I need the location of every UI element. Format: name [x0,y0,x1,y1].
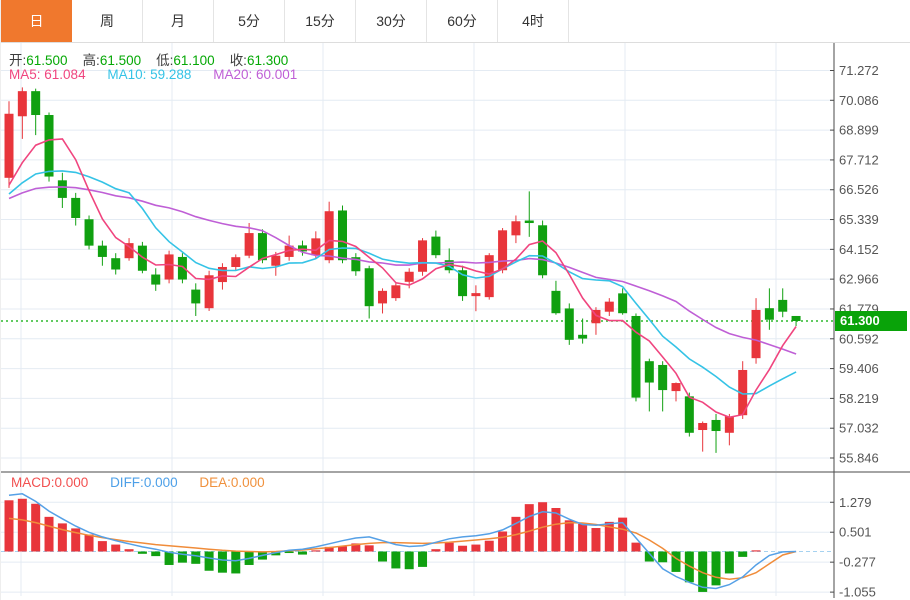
ohlc-readout: 开:61.500 高:61.500 低:61.100 收:61.300 [9,49,303,69]
high-value: 61.500 [99,53,142,68]
svg-text:58.219: 58.219 [839,391,879,406]
candles-layer [4,87,801,453]
timeframe-tabbar: 日 周 月 5分 15分 30分 60分 4时 [1,0,910,43]
svg-text:70.086: 70.086 [839,93,879,108]
gridlines [1,42,834,596]
macd-histogram [1,498,834,592]
tab-5min[interactable]: 5分 [214,0,285,42]
macd-readout: MACD:0.000 DIFF:0.000 DEA:0.000 [11,475,283,490]
tab-30min[interactable]: 30分 [356,0,427,42]
svg-text:1.279: 1.279 [839,495,872,510]
macd-value: MACD:0.000 [11,475,89,490]
svg-text:-0.277: -0.277 [839,555,876,570]
high-label: 高: [82,53,100,68]
tab-4hour[interactable]: 4时 [498,0,569,42]
close-label: 收: [229,53,247,68]
svg-text:71.272: 71.272 [839,63,879,78]
tab-week[interactable]: 周 [72,0,143,42]
open-value: 61.500 [26,53,68,68]
ma-readout: MA5: 61.084 MA10: 59.288 MA20: 60.001 [9,67,315,82]
ma5-value: MA5: 61.084 [9,67,86,82]
axes [1,42,910,598]
svg-text:57.032: 57.032 [839,421,879,436]
svg-text:64.152: 64.152 [839,242,879,257]
close-value: 61.300 [246,53,289,68]
macd-lines [8,493,797,590]
open-label: 开: [9,53,27,68]
ma20-value: MA20: 60.001 [213,67,298,82]
svg-text:0.501: 0.501 [839,525,872,540]
svg-text:65.339: 65.339 [839,212,879,227]
tab-month[interactable]: 月 [143,0,214,42]
ma10-value: MA10: 59.288 [107,67,192,82]
ma-lines [8,138,797,419]
svg-text:67.712: 67.712 [839,152,879,167]
svg-text:59.406: 59.406 [839,361,879,376]
tab-15min[interactable]: 15分 [285,0,356,42]
diff-value: DIFF:0.000 [110,475,178,490]
tab-day[interactable]: 日 [1,0,72,42]
low-label: 低: [156,53,174,68]
dea-value: DEA:0.000 [199,475,265,490]
svg-text:55.846: 55.846 [839,451,879,466]
svg-text:66.526: 66.526 [839,182,879,197]
tab-60min[interactable]: 60分 [427,0,498,42]
svg-text:68.899: 68.899 [839,123,879,138]
low-value: 61.100 [173,53,215,68]
svg-text:-1.055: -1.055 [839,585,876,600]
last-price-badge: 61.300 [835,311,907,331]
svg-text:60.592: 60.592 [839,331,879,346]
y-axis-labels: 71.272 70.086 68.899 67.712 66.526 65.339 64.1… [839,63,879,600]
svg-text:62.966: 62.966 [839,272,879,287]
